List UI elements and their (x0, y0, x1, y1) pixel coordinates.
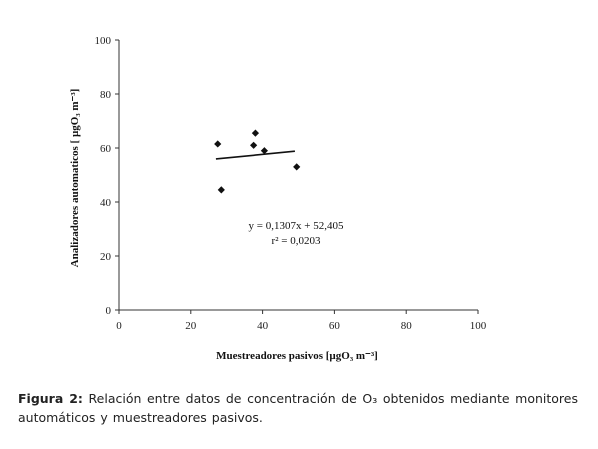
r-squared-label: r² = 0,0203 (272, 235, 321, 247)
y-tick-label: 40 (100, 197, 112, 209)
data-point (260, 147, 268, 155)
data-point (214, 140, 222, 148)
y-axis-title: Analizadores automaticos [ µgO₃ m⁻³] (69, 89, 81, 268)
data-point (293, 163, 301, 171)
x-tick-label: 60 (329, 320, 341, 332)
figure-caption: Figura 2: Relación entre datos de concen… (18, 389, 578, 427)
trendline (215, 150, 295, 160)
x-tick-label: 100 (470, 320, 487, 332)
trendline-equation: y = 0,1307x + 52,405 (249, 220, 344, 232)
x-axis-title: Muestreadores pasivos [µgO₃ m⁻³] (216, 350, 378, 362)
x-tick-label: 80 (401, 320, 413, 332)
y-ticks: 0 20 40 60 80 100 (95, 35, 119, 317)
scatter-chart: 0 20 40 60 80 100 0 20 40 60 80 100 y = 0,1307x + … (69, 35, 487, 362)
data-points (214, 129, 301, 194)
caption-text: Relación entre datos de concentración de… (18, 391, 578, 425)
trendline-group (215, 150, 295, 160)
x-tick-label: 20 (185, 320, 197, 332)
x-tick-label: 40 (257, 320, 269, 332)
x-tick-label: 0 (116, 320, 122, 332)
y-tick-label: 20 (100, 251, 112, 263)
y-tick-label: 80 (100, 89, 112, 101)
y-tick-label: 100 (95, 35, 112, 47)
caption-label: Figura 2: (18, 391, 83, 406)
y-tick-label: 0 (106, 305, 112, 317)
x-ticks: 0 20 40 60 80 100 (116, 310, 487, 332)
axes (118, 40, 478, 311)
y-tick-label: 60 (100, 143, 112, 155)
data-point (217, 186, 225, 194)
data-point (250, 141, 258, 149)
data-point (251, 129, 260, 137)
